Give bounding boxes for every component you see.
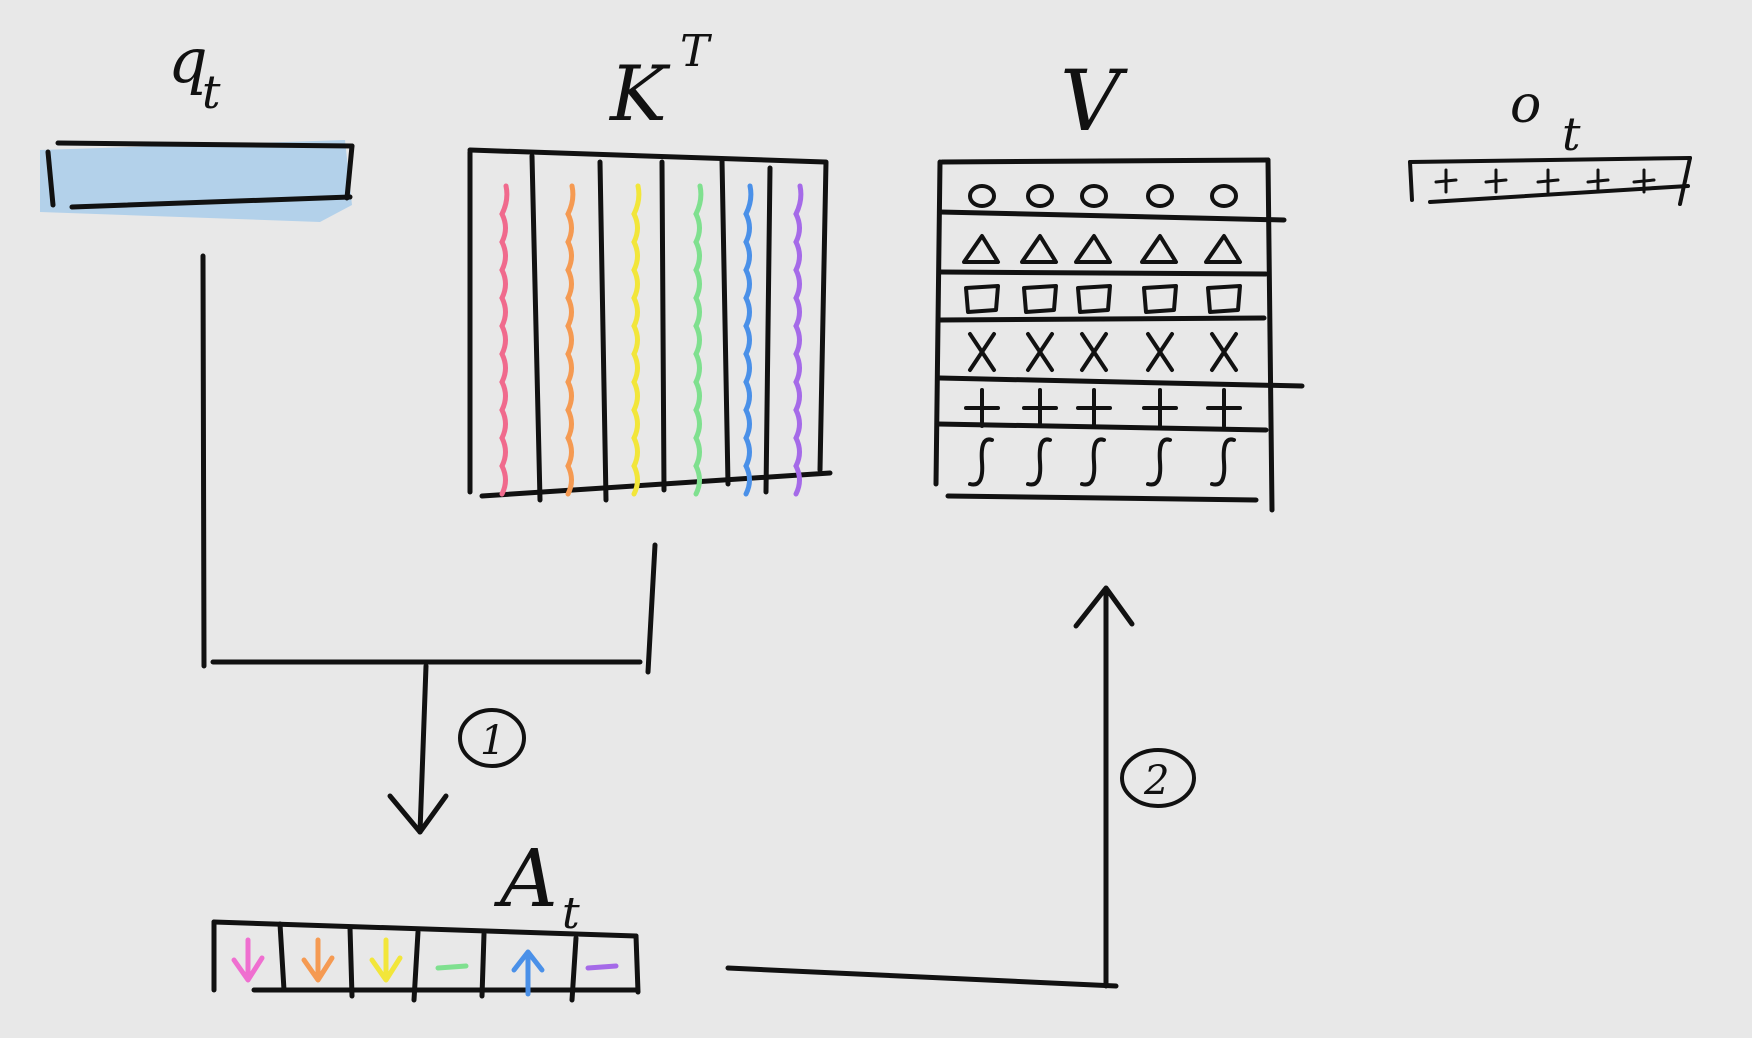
step1-arrowhead	[387, 793, 449, 835]
key-wave-1	[499, 183, 510, 497]
value-label: V	[1060, 52, 1128, 150]
value-glyph-triangle	[962, 234, 1000, 264]
value-glyph-integral	[968, 437, 994, 487]
output-label: o	[1510, 75, 1541, 135]
value-glyph-plus	[1076, 388, 1112, 428]
value-glyph-integral	[1210, 437, 1236, 487]
output-plus-glyphs	[1434, 168, 1656, 194]
value-glyph-circle	[1026, 184, 1054, 208]
value-glyph-circle	[1080, 184, 1108, 208]
step1-connector	[200, 253, 658, 835]
query-label: q	[168, 24, 208, 97]
value-glyph-triangle	[1074, 234, 1112, 264]
key-wave-3	[631, 183, 642, 497]
step1-marker: 1	[458, 708, 526, 768]
attention-vector	[211, 919, 641, 1003]
step2-connector	[725, 585, 1135, 989]
key-wave-6	[793, 183, 804, 497]
output-vector	[1408, 156, 1692, 206]
query-fill	[40, 140, 352, 222]
key-wave-2	[565, 183, 576, 497]
attention-subscript: t	[562, 888, 580, 939]
output-glyph-plus	[1434, 168, 1458, 194]
step2-arrowhead	[1073, 585, 1135, 629]
value-glyph-square	[1142, 284, 1178, 314]
key-wave-4	[693, 183, 704, 497]
value-glyph-square	[1206, 284, 1242, 314]
attention-glyph-arrow-down	[231, 937, 265, 983]
attention-cell-glyphs	[231, 937, 619, 997]
value-glyph-integral	[1026, 437, 1052, 487]
attention-glyph-dash	[435, 963, 469, 971]
step2-marker: 2	[1120, 748, 1196, 808]
value-glyph-circle	[1146, 184, 1174, 208]
attention-glyph-arrow-down	[301, 937, 335, 983]
query-vector	[40, 140, 355, 222]
value-glyph-x	[1210, 332, 1238, 372]
value-glyph-plus	[1206, 388, 1242, 428]
key-matrix	[467, 147, 833, 503]
value-glyph-plus	[1022, 388, 1058, 428]
svg-text:2: 2	[1143, 758, 1169, 804]
value-glyph-plus	[1142, 388, 1178, 428]
value-glyph-x	[1080, 332, 1108, 372]
output-glyph-plus	[1484, 168, 1508, 194]
value-glyph-triangle	[1204, 234, 1242, 264]
attention-glyph-arrow-up	[511, 949, 545, 997]
value-glyph-square	[1076, 284, 1112, 314]
value-glyph-triangle	[1140, 234, 1178, 264]
value-row-glyphs	[962, 184, 1242, 487]
value-glyph-triangle	[1020, 234, 1058, 264]
output-subscript: t	[1562, 107, 1581, 161]
output-glyph-plus	[1536, 168, 1560, 194]
value-glyph-integral	[1080, 437, 1106, 487]
value-glyph-x	[1146, 332, 1174, 372]
output-glyph-plus	[1586, 168, 1610, 194]
query-subscript: t	[202, 65, 221, 119]
value-glyph-x	[1026, 332, 1054, 372]
attention-glyph-arrow-down	[369, 937, 403, 983]
attention-label: A	[493, 832, 558, 925]
value-matrix	[933, 157, 1305, 513]
svg-text:1: 1	[480, 718, 505, 764]
value-glyph-plus	[964, 388, 1000, 428]
attention-glyph-dash	[585, 963, 619, 971]
value-glyph-integral	[1146, 437, 1172, 487]
key-superscript: T	[680, 26, 713, 77]
value-glyph-square	[964, 284, 1000, 314]
value-glyph-x	[968, 332, 996, 372]
value-glyph-circle	[968, 184, 996, 208]
key-label: K	[608, 49, 671, 138]
value-glyph-square	[1022, 284, 1058, 314]
key-column-waves	[499, 183, 804, 497]
output-glyph-plus	[1632, 168, 1656, 194]
key-wave-5	[743, 183, 754, 497]
value-glyph-circle	[1210, 184, 1238, 208]
